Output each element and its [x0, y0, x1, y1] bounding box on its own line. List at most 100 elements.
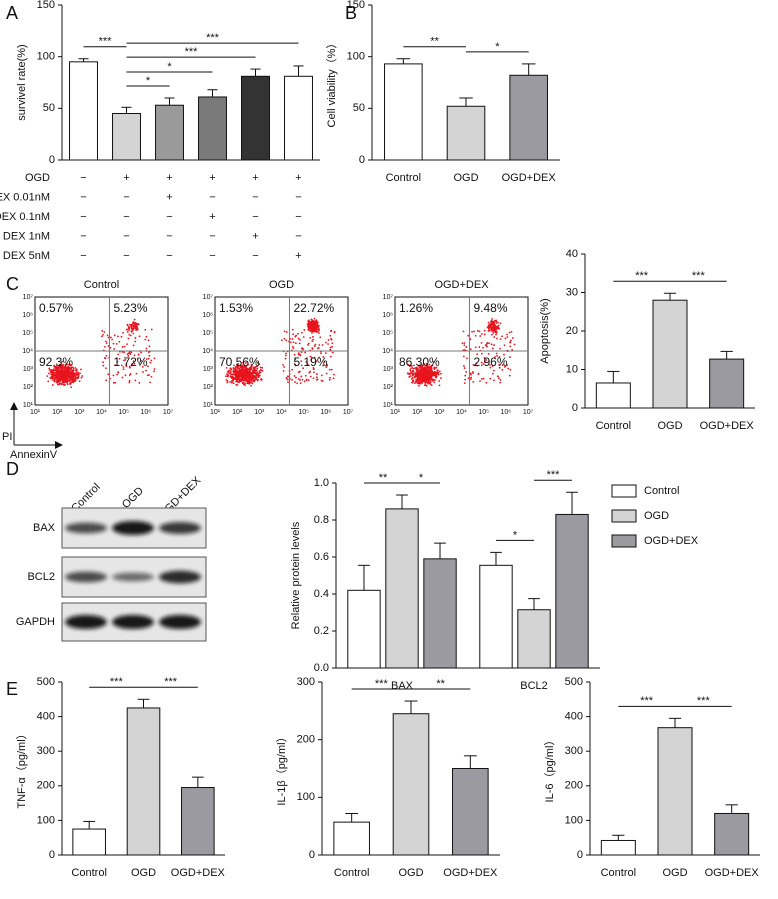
dot	[51, 371, 54, 374]
dot	[490, 343, 493, 346]
dot	[66, 372, 69, 374]
dot	[428, 381, 431, 384]
dot	[299, 354, 302, 357]
dot	[406, 372, 409, 374]
dot	[128, 379, 131, 382]
treatment-sign: −	[166, 211, 172, 223]
dot	[315, 331, 318, 333]
dot	[289, 341, 292, 344]
bar	[72, 828, 106, 856]
dot	[253, 380, 256, 383]
dot	[333, 330, 336, 333]
dot	[428, 373, 431, 375]
dot	[417, 365, 420, 367]
y-axis-label: survivel rate(%)	[16, 44, 28, 120]
significance-label: ***	[375, 678, 389, 690]
flow-y-tick: 10⁵	[22, 330, 33, 337]
dot	[80, 376, 83, 379]
dot	[66, 375, 69, 378]
dot	[250, 384, 252, 387]
panel-label: C	[6, 274, 19, 294]
dot	[416, 382, 419, 385]
treatment-label: OGD	[25, 172, 50, 184]
dot	[418, 378, 421, 380]
dot	[316, 324, 318, 327]
dot	[249, 376, 252, 378]
dot	[312, 335, 314, 338]
dot	[105, 354, 108, 357]
dot	[424, 370, 427, 373]
y-tick-label: 20	[566, 325, 578, 337]
dot	[137, 353, 140, 356]
dot	[327, 339, 330, 341]
dot	[484, 343, 487, 346]
dot	[463, 342, 466, 344]
dot	[117, 353, 120, 356]
dot	[297, 378, 300, 380]
dot	[499, 379, 502, 381]
dot	[508, 331, 511, 334]
dot	[109, 346, 112, 349]
dot	[311, 332, 313, 334]
dot	[491, 327, 494, 330]
bar	[126, 707, 161, 856]
bar	[69, 61, 98, 161]
dot	[469, 348, 472, 351]
flow-y-tick: 10³	[23, 366, 34, 373]
dot	[420, 373, 423, 376]
y-tick-label: 200	[297, 734, 315, 746]
dot	[462, 355, 465, 358]
y-tick-label: 200	[565, 780, 583, 792]
dot	[511, 348, 514, 351]
dot	[425, 362, 428, 365]
flow-x-tick: 10⁴	[276, 409, 287, 416]
dot	[50, 369, 52, 372]
y-tick-label: 500	[37, 676, 55, 688]
dot	[486, 341, 489, 344]
treatment-label: DEX 0.1nM	[0, 211, 50, 223]
dot	[320, 352, 322, 355]
significance-label: *	[513, 529, 518, 541]
dot	[127, 325, 130, 328]
y-tick-label: 50	[353, 102, 365, 114]
dot	[297, 352, 300, 355]
dot	[101, 329, 104, 332]
dot	[227, 370, 229, 373]
dot	[316, 378, 319, 381]
bar	[241, 75, 270, 161]
dot	[420, 367, 422, 370]
dot	[243, 365, 246, 368]
dot	[256, 362, 259, 364]
dot	[316, 328, 319, 331]
blot-band	[112, 521, 154, 535]
dot	[410, 371, 413, 374]
y-tick-label: 0	[572, 402, 578, 414]
y-tick-label: 0	[309, 849, 315, 861]
x-tick-label: Control	[601, 867, 636, 879]
dot	[54, 375, 57, 378]
dot	[310, 320, 313, 323]
dot	[493, 322, 496, 325]
legend-label: OGD	[644, 510, 669, 522]
dot	[432, 374, 434, 377]
dot	[495, 352, 498, 355]
dot	[512, 337, 514, 339]
dot	[331, 351, 334, 354]
dot	[314, 343, 317, 346]
y-tick-label: 0.8	[314, 514, 329, 526]
dot	[489, 377, 492, 380]
dot	[133, 354, 136, 357]
y-tick-label: 400	[565, 711, 583, 723]
dot	[415, 370, 418, 373]
treatment-sign: −	[295, 191, 301, 203]
x-tick-label: Control	[334, 867, 369, 879]
dot	[486, 345, 488, 348]
significance-label: ***	[99, 36, 113, 48]
dot	[415, 381, 418, 383]
dot	[285, 331, 288, 334]
flow-y-tick: 10³	[203, 366, 214, 373]
y-tick-label: 0	[49, 849, 55, 861]
dot	[69, 379, 72, 381]
dot	[475, 362, 478, 365]
dot	[424, 378, 427, 381]
